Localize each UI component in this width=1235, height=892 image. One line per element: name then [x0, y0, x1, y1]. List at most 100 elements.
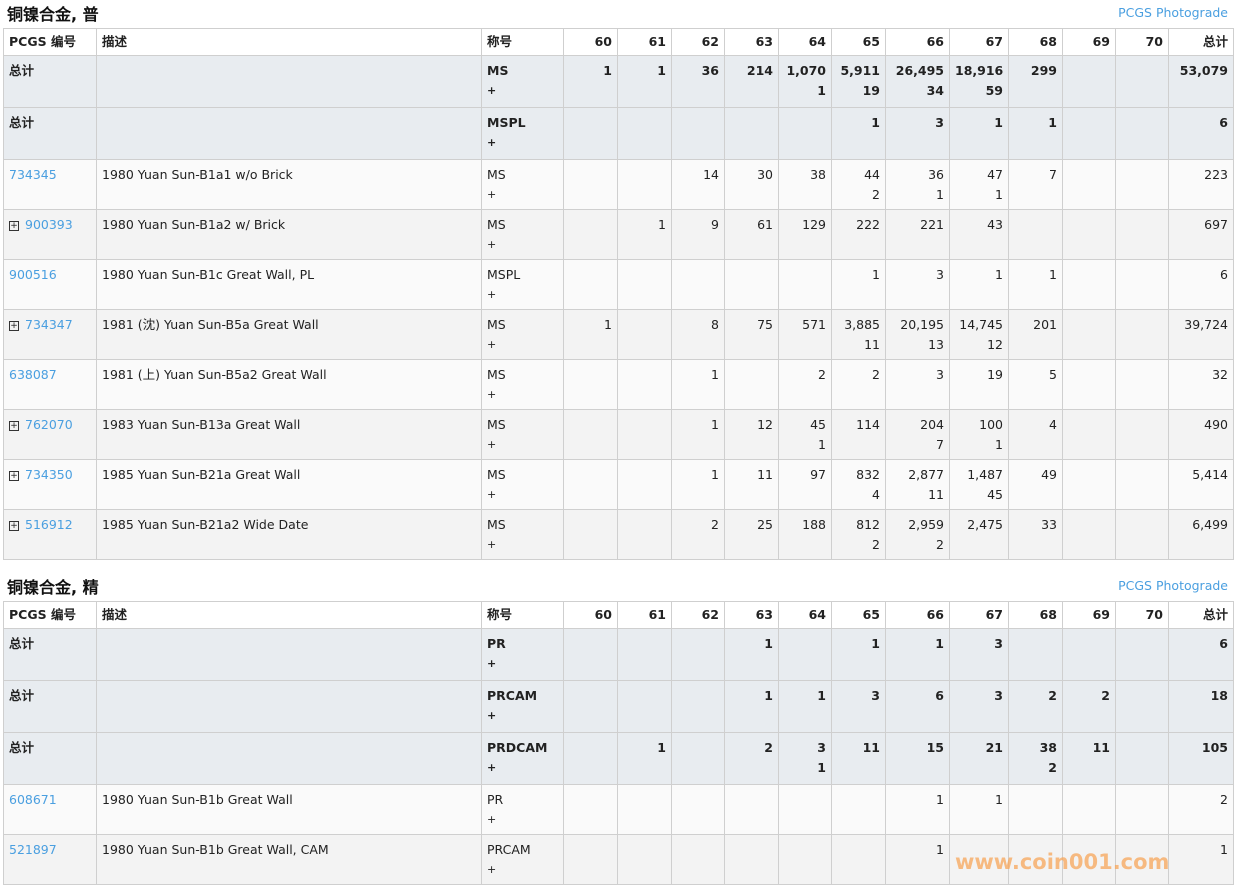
description: 1980 Yuan Sun-B1b Great Wall, CAM [102, 842, 329, 857]
grade-cell: 2 [1008, 680, 1063, 733]
plus-designation: + [487, 288, 497, 301]
grade-cell [1115, 509, 1169, 560]
column-header: 62 [671, 601, 725, 629]
grade-count: 1 [604, 317, 612, 332]
grade-count: 571 [802, 317, 826, 332]
grade-cell: 2 [778, 359, 832, 410]
plus-designation: + [487, 238, 497, 251]
grade-cell [563, 680, 618, 733]
plus-grade-count: 4 [872, 487, 880, 502]
expand-icon[interactable]: + [9, 521, 19, 531]
grade-count: 3,885 [844, 317, 880, 332]
pcgs-number-cell: +762070 [3, 409, 97, 460]
grade-cell [617, 107, 672, 160]
description-cell: 1985 Yuan Sun-B21a Great Wall [96, 459, 482, 510]
pcgs-number-link[interactable]: 516912 [25, 517, 73, 532]
grade-cell: 832 4 [831, 459, 886, 510]
grade-cell: 571 [778, 309, 832, 360]
grade-cell: 5,911 19 [831, 55, 886, 108]
expand-icon[interactable]: + [9, 421, 19, 431]
designation-cell: MS + [481, 55, 564, 108]
designation: MSPL [487, 267, 521, 282]
grade-cell [1008, 209, 1063, 260]
column-header: 67 [949, 601, 1009, 629]
grade-cell: 201 [1008, 309, 1063, 360]
grade-cell [671, 834, 725, 885]
pcgs-number-link[interactable]: 734347 [25, 317, 73, 332]
plus-designation: + [487, 84, 497, 97]
column-header: 60 [563, 28, 618, 56]
plus-grade-count: 2 [1048, 760, 1057, 775]
grade-cell [724, 107, 779, 160]
grade-count: 9 [711, 217, 719, 232]
pcgs-photograde-link[interactable]: PCGS Photograde [1118, 5, 1228, 20]
pcgs-number-link[interactable]: 608671 [9, 792, 57, 807]
column-header: 68 [1008, 28, 1063, 56]
grade-cell [1062, 834, 1116, 885]
plus-grade-count: 1 [818, 437, 826, 452]
grade-cell [671, 107, 725, 160]
pcgs-number-link[interactable]: 900516 [9, 267, 57, 282]
grade-count: 222 [856, 217, 880, 232]
grade-cell: 6 [885, 680, 950, 733]
pcgs-number-link[interactable]: 762070 [25, 417, 73, 432]
total-label: 总计 [9, 740, 35, 755]
grade-cell [1115, 784, 1169, 835]
row-total-cell: 5,414 [1168, 459, 1234, 510]
designation: MSPL [487, 115, 526, 130]
pcgs-number-link[interactable]: 734345 [9, 167, 57, 182]
grade-count: 1 [995, 267, 1003, 282]
grade-cell: 3 [949, 628, 1009, 681]
column-header: 69 [1062, 601, 1116, 629]
grade-cell [1008, 628, 1063, 681]
grade-cell: 25 [724, 509, 779, 560]
grade-cell: 12 [724, 409, 779, 460]
grade-cell [1115, 409, 1169, 460]
pcgs-photograde-link[interactable]: PCGS Photograde [1118, 578, 1228, 593]
grade-cell: 5 [1008, 359, 1063, 410]
row-total: 223 [1204, 167, 1228, 182]
pcgs-number-link[interactable]: 900393 [25, 217, 73, 232]
plus-designation: + [487, 538, 497, 551]
grade-count: 1 [871, 636, 880, 651]
grade-cell: 114 [831, 409, 886, 460]
grade-cell [724, 259, 779, 310]
grade-cell [1062, 359, 1116, 410]
column-header: 称号 [481, 28, 564, 56]
grade-count: 19 [987, 367, 1003, 382]
grade-cell: 1 [949, 259, 1009, 310]
column-header: 63 [724, 28, 779, 56]
description-cell: 1980 Yuan Sun-B1a1 w/o Brick [96, 159, 482, 210]
grade-cell: 1 [831, 107, 886, 160]
grade-cell: 812 2 [831, 509, 886, 560]
grade-cell [1062, 459, 1116, 510]
designation-cell: PR + [481, 784, 564, 835]
grade-count: 26,495 [895, 63, 944, 78]
grade-cell: 11 [1062, 732, 1116, 785]
grade-cell: 299 [1008, 55, 1063, 108]
grade-count: 7 [1049, 167, 1057, 182]
grade-cell: 49 [1008, 459, 1063, 510]
pcgs-number-link[interactable]: 521897 [9, 842, 57, 857]
grade-cell: 100 1 [949, 409, 1009, 460]
pcgs-number-link[interactable]: 734350 [25, 467, 73, 482]
row-total-cell: 697 [1168, 209, 1234, 260]
row-total-cell: 6 [1168, 107, 1234, 160]
grade-count: 2 [764, 740, 773, 755]
column-header: 65 [831, 601, 886, 629]
pcgs-number-link[interactable]: 638087 [9, 367, 57, 382]
grade-cell: 2,877 11 [885, 459, 950, 510]
plus-grade-count: 2 [872, 537, 880, 552]
designation: MS [487, 217, 506, 232]
total-row: 总计 MSPL +1 3 1 1 6 [3, 107, 1234, 160]
grade-count: 114 [856, 417, 880, 432]
grade-cell [671, 680, 725, 733]
grade-cell [831, 784, 886, 835]
grade-cell: 11 [724, 459, 779, 510]
expand-icon[interactable]: + [9, 221, 19, 231]
grade-count: 1,487 [967, 467, 1003, 482]
expand-icon[interactable]: + [9, 321, 19, 331]
expand-icon[interactable]: + [9, 471, 19, 481]
row-total: 39,724 [1184, 317, 1228, 332]
grade-cell: 1 [724, 680, 779, 733]
